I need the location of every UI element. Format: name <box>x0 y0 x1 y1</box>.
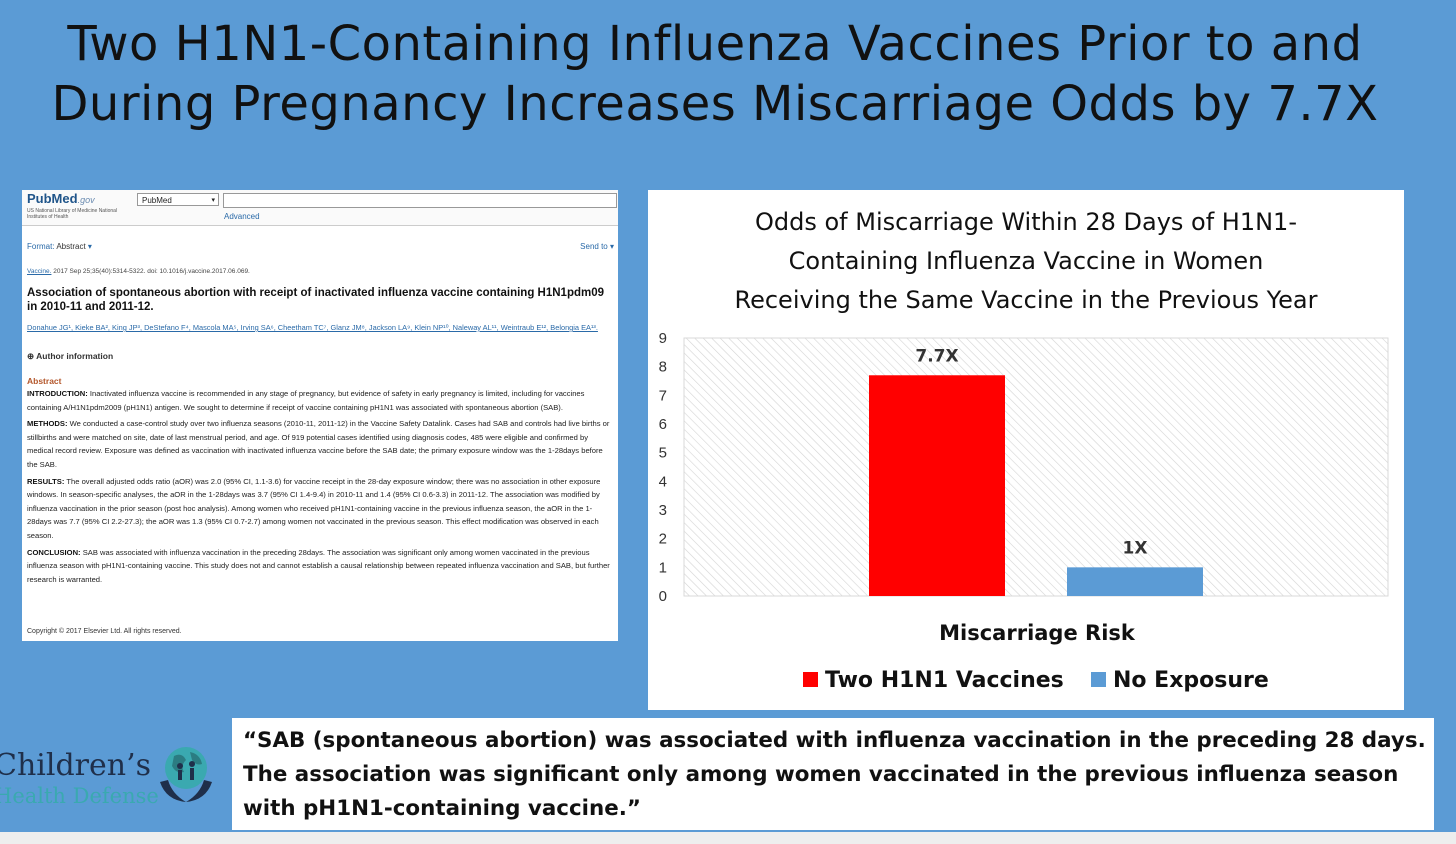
send-to-label: Send to <box>580 242 608 251</box>
abstract-introduction: INTRODUCTION: Inactivated influenza vacc… <box>27 387 613 414</box>
logo-line-2: Health Defense <box>0 784 159 808</box>
x-axis-label: Miscarriage Risk <box>939 621 1136 645</box>
nlm-label: US National Library of Medicine National… <box>27 208 118 220</box>
chevron-down-icon: ▾ <box>609 242 614 251</box>
y-axis: 0 1 2 3 4 5 6 7 8 9 <box>659 330 667 605</box>
childrens-health-defense-logo: Children’s Health Defense <box>0 742 224 822</box>
methods-text: We conducted a case-control study over t… <box>27 419 610 469</box>
legend-label: Two H1N1 Vaccines <box>825 668 1064 693</box>
send-to-menu[interactable]: Send to ▾ <box>580 242 614 251</box>
expand-plus-icon: ⊕ <box>27 351 35 361</box>
legend-swatch <box>1091 672 1106 687</box>
conclusion-label: CONCLUSION: <box>27 547 81 557</box>
y-tick-label: 2 <box>659 531 667 548</box>
database-select-value: PubMed <box>142 196 172 205</box>
bar-two-h1n1-vaccines <box>869 375 1005 596</box>
advanced-search-link[interactable]: Advanced <box>224 212 260 221</box>
data-label: 1X <box>1123 538 1148 558</box>
legend-swatch <box>803 672 818 687</box>
chart-title-line-2: Containing Influenza Vaccine in Women <box>789 247 1264 275</box>
slide-title-line-1: Two H1N1-Containing Influenza Vaccines P… <box>67 16 1363 72</box>
y-tick-label: 9 <box>659 330 667 347</box>
pubmed-header: PubMed.gov US National Library of Medici… <box>22 190 618 226</box>
slide-title-line-2: During Pregnancy Increases Miscarriage O… <box>51 76 1379 132</box>
conclusion-text: SAB was associated with influenza vaccin… <box>27 547 610 584</box>
y-tick-label: 7 <box>659 387 667 404</box>
pubmed-abstract-panel: PubMed.gov US National Library of Medici… <box>22 190 618 641</box>
logo-line-1: Children’s <box>0 748 152 783</box>
format-value: Abstract <box>56 242 86 251</box>
format-label: Format: <box>27 242 55 251</box>
author-information-toggle[interactable]: ⊕ Author information <box>27 351 113 362</box>
author-information-label: Author information <box>36 351 114 361</box>
chevron-down-icon: ▾ <box>87 242 92 251</box>
results-label: RESULTS: <box>27 476 65 486</box>
citation-details: 2017 Sep 25;35(40):5314-5322. doi: 10.10… <box>53 268 250 275</box>
journal-link[interactable]: Vaccine. <box>27 268 52 275</box>
pubmed-logo[interactable]: PubMed.gov <box>27 191 95 206</box>
chart-panel: Odds of Miscarriage Within 28 Days of H1… <box>648 190 1404 710</box>
copyright: Copyright © 2017 Elsevier Ltd. All right… <box>27 628 182 635</box>
legend-label: No Exposure <box>1113 668 1269 693</box>
slide-title: Two H1N1-Containing Influenza Vaccines P… <box>0 14 1430 134</box>
y-tick-label: 6 <box>659 416 667 433</box>
y-tick-label: 5 <box>659 445 667 462</box>
methods-label: METHODS: <box>27 419 68 429</box>
y-tick-label: 1 <box>659 559 667 576</box>
globe-hands-icon <box>160 747 212 802</box>
bar-no-exposure <box>1067 567 1203 596</box>
database-select[interactable]: PubMed ▾ <box>137 193 219 206</box>
quote-box: “SAB (spontaneous abortion) was associat… <box>232 718 1434 830</box>
quote-text: “SAB (spontaneous abortion) was associat… <box>243 728 1426 821</box>
abstract-body: INTRODUCTION: Inactivated influenza vacc… <box>27 387 613 589</box>
abstract-conclusion: CONCLUSION: SAB was associated with infl… <box>27 546 613 587</box>
citation: Vaccine. 2017 Sep 25;35(40):5314-5322. d… <box>27 268 250 275</box>
author-list[interactable]: Donahue JG¹, Kieke BA², King JP³, DeStef… <box>27 323 598 332</box>
pubmed-logo-suffix: .gov <box>77 195 95 205</box>
abstract-methods: METHODS: We conducted a case-control stu… <box>27 417 613 471</box>
results-text: The overall adjusted odds ratio (aOR) wa… <box>27 476 601 540</box>
y-tick-label: 0 <box>659 588 667 605</box>
y-tick-label: 3 <box>659 502 667 519</box>
bar-chart: Odds of Miscarriage Within 28 Days of H1… <box>659 208 1389 693</box>
abstract-results: RESULTS: The overall adjusted odds ratio… <box>27 475 613 543</box>
pubmed-logo-text: PubMed <box>27 191 78 206</box>
chart-title-line-3: Receiving the Same Vaccine in the Previo… <box>735 286 1318 314</box>
y-tick-label: 4 <box>659 473 667 490</box>
legend: Two H1N1 Vaccines No Exposure <box>803 668 1269 693</box>
chart-title-line-1: Odds of Miscarriage Within 28 Days of H1… <box>755 208 1297 236</box>
plot-area <box>683 337 1389 597</box>
introduction-label: INTRODUCTION: <box>27 389 88 398</box>
chevron-down-icon: ▾ <box>211 197 215 204</box>
data-label: 7.7X <box>915 346 958 366</box>
format-selector[interactable]: Format: Abstract ▾ <box>27 242 92 251</box>
article-title: Association of spontaneous abortion with… <box>27 287 605 313</box>
introduction-text: Inactivated influenza vaccine is recomme… <box>27 389 585 412</box>
bars: 7.7X 1X <box>869 346 1203 596</box>
search-input[interactable] <box>223 193 617 208</box>
y-tick-label: 8 <box>659 359 667 376</box>
bottom-strip <box>0 832 1456 844</box>
abstract-heading: Abstract <box>27 376 62 386</box>
